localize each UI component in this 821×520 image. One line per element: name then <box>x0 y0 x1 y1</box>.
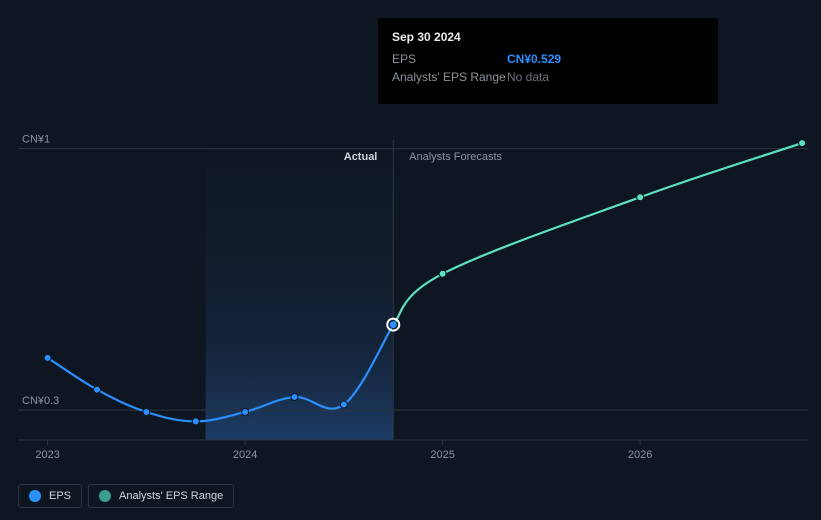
tooltip-value-eps: CN¥0.529 <box>507 50 561 68</box>
svg-text:2025: 2025 <box>430 449 454 461</box>
legend-item-range[interactable]: Analysts' EPS Range <box>88 484 234 508</box>
eps-chart: CN¥0.3 CN¥1 Actual Analysts Forecasts 2023 20… <box>0 0 821 520</box>
svg-text:2024: 2024 <box>233 449 257 461</box>
tooltip-value-range: No data <box>507 68 549 86</box>
legend-swatch-range <box>99 490 111 502</box>
svg-text:Analysts Forecasts: Analysts Forecasts <box>409 151 502 163</box>
legend-label-eps: EPS <box>49 490 71 502</box>
svg-text:2026: 2026 <box>628 449 652 461</box>
svg-text:CN¥0.3: CN¥0.3 <box>22 395 59 407</box>
tooltip-label-eps: EPS <box>392 50 507 68</box>
svg-text:2023: 2023 <box>35 449 59 461</box>
legend-label-range: Analysts' EPS Range <box>119 490 223 502</box>
tooltip-date: Sep 30 2024 <box>392 28 704 46</box>
legend-swatch-eps <box>29 490 41 502</box>
chart-tooltip: Sep 30 2024 EPS CN¥0.529 Analysts' EPS R… <box>378 18 718 104</box>
svg-text:Actual: Actual <box>344 151 378 163</box>
legend: EPS Analysts' EPS Range <box>18 484 234 508</box>
tooltip-row-range: Analysts' EPS Range No data <box>392 68 704 86</box>
legend-item-eps[interactable]: EPS <box>18 484 82 508</box>
tooltip-label-range: Analysts' EPS Range <box>392 68 507 86</box>
tooltip-row-eps: EPS CN¥0.529 <box>392 50 704 68</box>
svg-text:CN¥1: CN¥1 <box>22 134 50 146</box>
